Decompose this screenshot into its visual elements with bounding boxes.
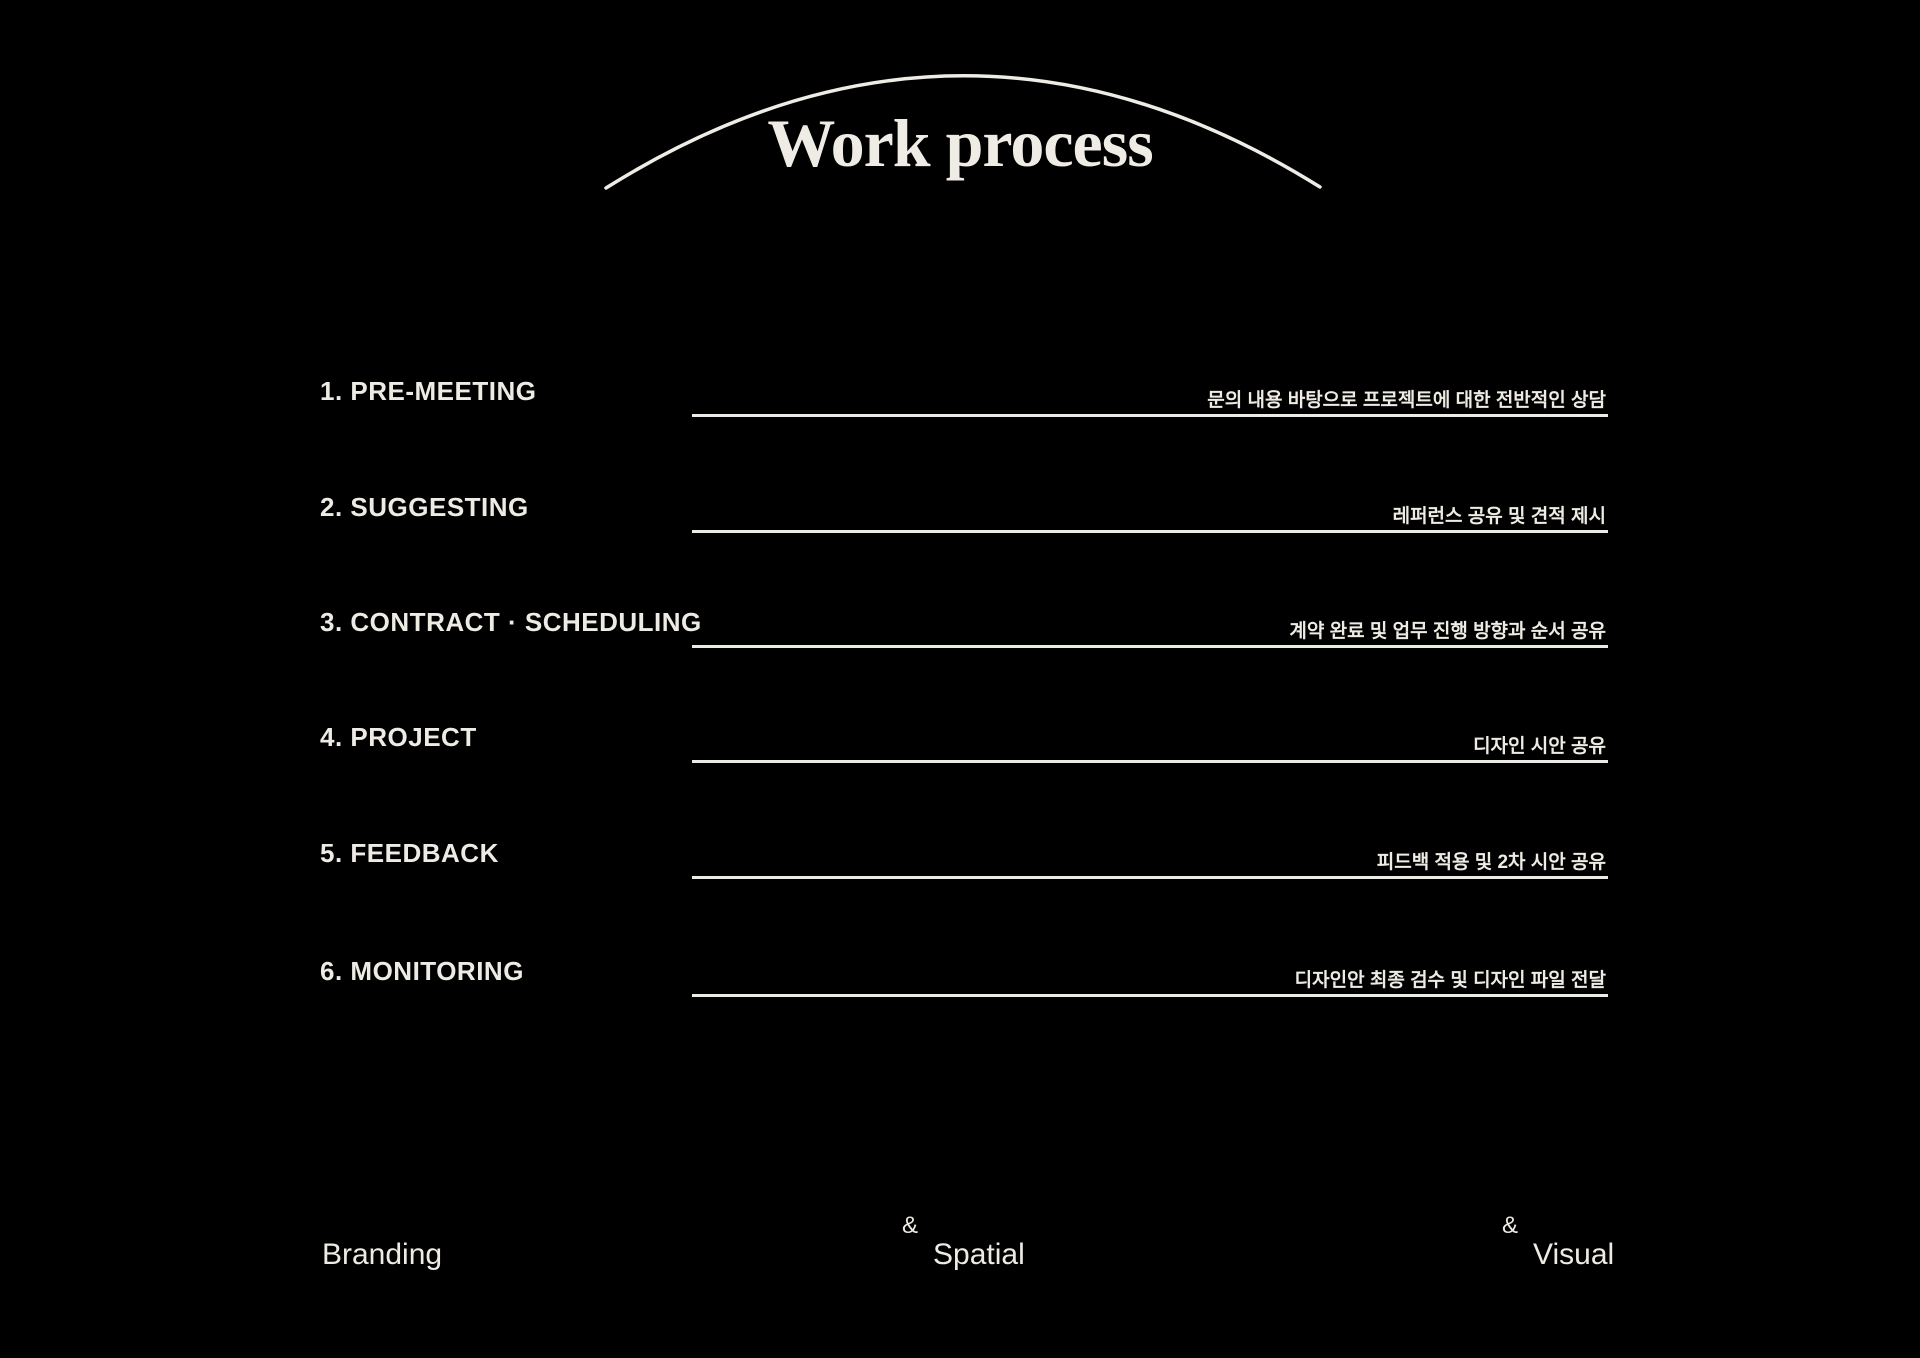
step-divider-line — [692, 994, 1608, 997]
step-label: 3. CONTRACT · SCHEDULING — [320, 607, 702, 637]
step-label: 2. SUGGESTING — [320, 492, 529, 522]
footer-category-branding: Branding — [322, 1212, 582, 1282]
step-divider-line — [692, 530, 1608, 533]
step-description: 문의 내용 바탕으로 프로젝트에 대한 전반적인 상담 — [1207, 390, 1606, 411]
ampersand-glyph: & — [902, 1212, 919, 1239]
step-row-project: 4. PROJECT 디자인 시안 공유 — [320, 717, 1608, 763]
step-description: 디자인안 최종 검수 및 디자인 파일 전달 — [1294, 970, 1606, 991]
step-row-suggesting: 2. SUGGESTING 레퍼런스 공유 및 견적 제시 — [320, 487, 1608, 533]
ampersand-glyph: & — [1502, 1212, 1519, 1239]
footer-category-spatial: & Spatial — [902, 1212, 1122, 1282]
footer-category-visual: & Visual — [1502, 1212, 1722, 1282]
step-label: 4. PROJECT — [320, 722, 477, 752]
step-row-pre-meeting: 1. PRE-MEETING 문의 내용 바탕으로 프로젝트에 대한 전반적인 … — [320, 371, 1608, 417]
footer-word: Spatial — [933, 1238, 1025, 1271]
title-arc-decoration — [604, 74, 1322, 190]
step-divider-line — [692, 876, 1608, 879]
footer-word: Visual — [1533, 1238, 1615, 1271]
step-description: 레퍼런스 공유 및 견적 제시 — [1392, 506, 1606, 527]
step-row-monitoring: 6. MONITORING 디자인안 최종 검수 및 디자인 파일 전달 — [320, 951, 1608, 997]
step-divider-line — [692, 645, 1608, 648]
footer-word: Branding — [322, 1238, 443, 1271]
step-label: 1. PRE-MEETING — [320, 376, 537, 406]
step-description: 피드백 적용 및 2차 시안 공유 — [1376, 852, 1606, 873]
step-label: 6. MONITORING — [320, 956, 524, 986]
step-label: 5. FEEDBACK — [320, 838, 499, 868]
step-description: 계약 완료 및 업무 진행 방향과 순서 공유 — [1289, 621, 1606, 642]
step-row-contract-scheduling: 3. CONTRACT · SCHEDULING 계약 완료 및 업무 진행 방… — [320, 602, 1608, 648]
step-divider-line — [692, 760, 1608, 763]
step-description: 디자인 시안 공유 — [1473, 736, 1606, 757]
step-row-feedback: 5. FEEDBACK 피드백 적용 및 2차 시안 공유 — [320, 833, 1608, 879]
step-divider-line — [692, 414, 1608, 417]
page-title: Work process — [767, 105, 1153, 181]
